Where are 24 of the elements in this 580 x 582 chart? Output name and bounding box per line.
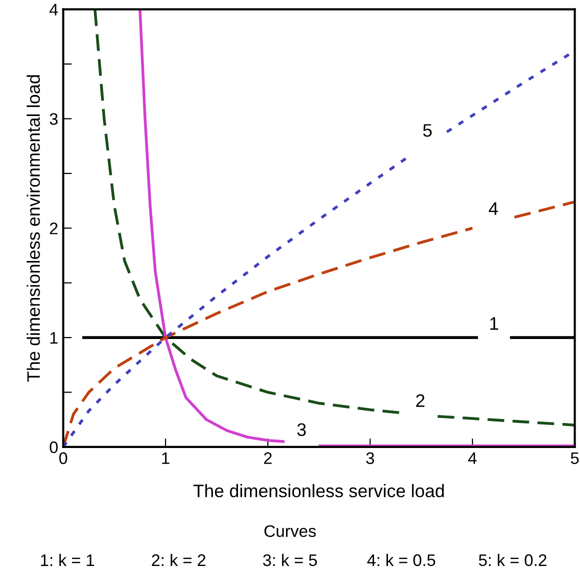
- series-label: 4: [488, 202, 498, 215]
- series-label: 5: [423, 124, 432, 137]
- series-label: 3: [297, 423, 306, 436]
- text: 3: k = 5: [263, 554, 317, 566]
- y-tick-label: 1: [50, 332, 58, 344]
- x-tick-label: 2: [264, 452, 272, 464]
- x-axis-title: The dimensionless service load: [193, 484, 444, 498]
- text: 5: k = 0.2: [478, 554, 546, 566]
- text: 1: k = 1: [40, 554, 94, 566]
- x-tick-label: 4: [468, 452, 477, 464]
- x-tick-label: 0: [59, 452, 68, 464]
- y-tick-label: 3: [50, 113, 58, 125]
- series-label: 2: [416, 394, 424, 407]
- x-tick-label: 3: [366, 452, 374, 464]
- y-tick-label: 4: [49, 4, 58, 16]
- text: Curves: [264, 525, 316, 538]
- y-tick-label: 2: [50, 222, 58, 234]
- y-tick-label: 0: [50, 441, 58, 454]
- series-label: 1: [490, 317, 498, 330]
- text: 2: k = 2: [152, 554, 206, 566]
- y-axis-title: The dimensionless environmental load: [26, 75, 40, 382]
- x-tick-label: 5: [570, 452, 579, 464]
- x-tick-label: 1: [162, 452, 170, 464]
- text: 4: k = 0.5: [367, 554, 436, 566]
